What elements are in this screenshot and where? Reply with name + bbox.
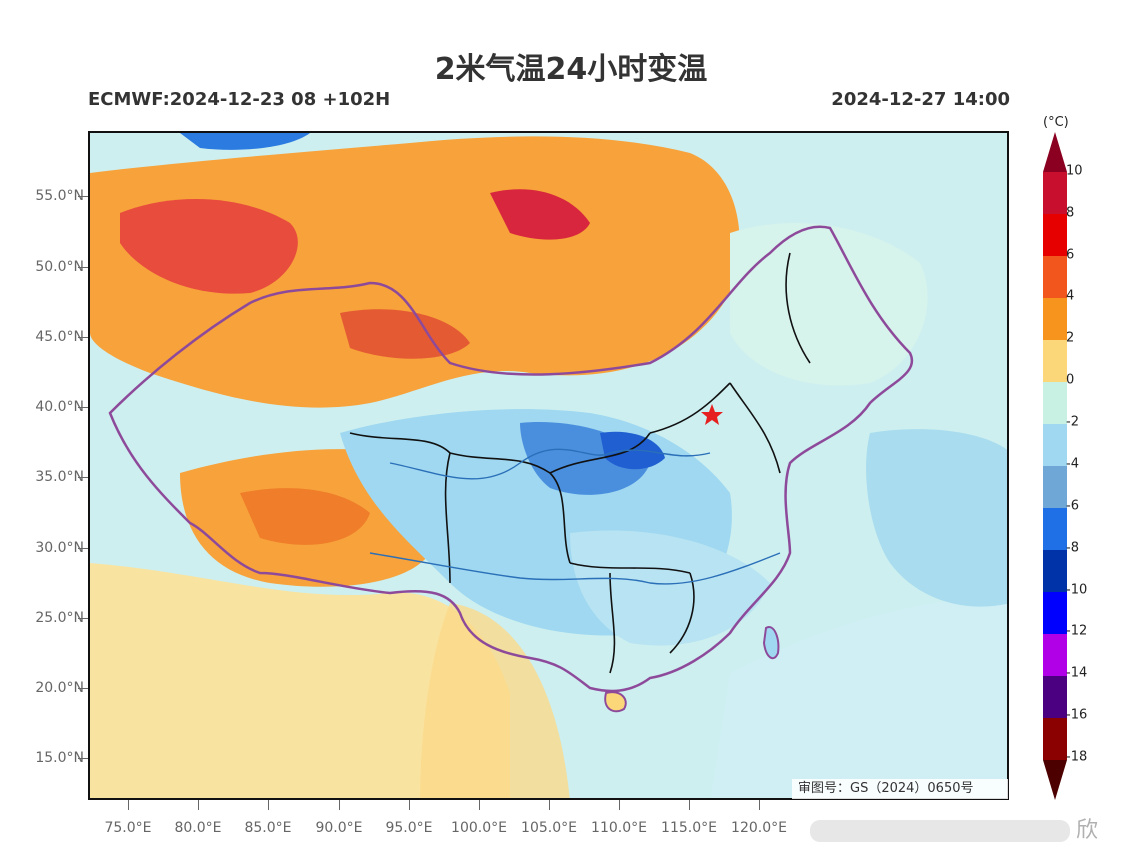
yellow-river [389, 448, 711, 480]
lat-tick [78, 758, 88, 759]
lon-label: 95.0°E [385, 820, 433, 836]
colorbar-segment [1043, 676, 1067, 718]
lon-tick [549, 800, 550, 810]
hainan-island [604, 691, 627, 713]
temperature-change-map [90, 133, 1007, 798]
lon-label: 115.0°E [661, 820, 717, 836]
lon-label: 100.0°E [451, 820, 507, 836]
lon-label: 80.0°E [174, 820, 222, 836]
tibet-hot-core [240, 488, 370, 545]
lon-tick [268, 800, 269, 810]
lat-label: 25.0°N [35, 610, 84, 626]
north-hot-core-2 [490, 189, 590, 240]
lat-tick [78, 548, 88, 549]
colorbar-segment [1043, 508, 1067, 550]
legend-label: 6 [1066, 247, 1075, 263]
east-blue-patch [866, 429, 1007, 607]
south-china-cold [570, 530, 770, 646]
lon-label: 75.0°E [104, 820, 152, 836]
colorbar-segment [1043, 256, 1067, 298]
indochina-region [420, 603, 570, 798]
valid-time-label: 2024-12-27 14:00 [831, 89, 1010, 110]
legend-label: -16 [1066, 707, 1088, 723]
lon-tick [128, 800, 129, 810]
lat-label: 50.0°N [35, 259, 84, 275]
legend-label: -6 [1066, 498, 1079, 514]
watermark-blur [810, 820, 1070, 842]
colorbar-segment [1043, 172, 1067, 214]
taiwan-island [762, 626, 780, 660]
legend-label: -12 [1066, 623, 1088, 639]
legend-unit: (°C) [1043, 115, 1069, 130]
north-warm-region [90, 136, 740, 408]
lon-label: 105.0°E [521, 820, 577, 836]
legend-label: 10 [1066, 163, 1083, 179]
colorbar-top-arrow [1043, 132, 1067, 172]
colorbar-segment [1043, 634, 1067, 676]
lon-tick [409, 800, 410, 810]
map-panel [88, 131, 1009, 800]
lat-label: 35.0°N [35, 469, 84, 485]
legend-label: -14 [1066, 665, 1088, 681]
colorbar-bottom-arrow [1043, 760, 1067, 800]
legend-label: -2 [1066, 414, 1079, 430]
legend-label: -8 [1066, 540, 1079, 556]
lat-label: 45.0°N [35, 329, 84, 345]
lat-label: 55.0°N [35, 188, 84, 204]
lon-label: 90.0°E [315, 820, 363, 836]
legend-label: -10 [1066, 582, 1088, 598]
beijing-star-marker [701, 404, 723, 425]
model-run-label: ECMWF:2024-12-23 08 +102H [88, 89, 391, 110]
colorbar-segment [1043, 340, 1067, 382]
lon-tick [619, 800, 620, 810]
lon-tick [198, 800, 199, 810]
lat-tick [78, 407, 88, 408]
colorbar-segment [1043, 466, 1067, 508]
lon-label: 120.0°E [731, 820, 787, 836]
lat-tick [78, 618, 88, 619]
lat-label: 15.0°N [35, 750, 84, 766]
lat-tick [78, 267, 88, 268]
colorbar-segment [1043, 550, 1067, 592]
legend-label: 2 [1066, 330, 1075, 346]
colorbar-segment [1043, 718, 1067, 760]
lat-label: 30.0°N [35, 540, 84, 556]
province-lines [349, 252, 811, 674]
lat-tick [78, 477, 88, 478]
ocean-light-region [710, 593, 1007, 798]
chart-title: 2米气温24小时变温 [434, 52, 708, 87]
approval-number: 审图号：GS（2024）0650号 [792, 779, 1008, 799]
colorbar-segment [1043, 214, 1067, 256]
lat-label: 40.0°N [35, 399, 84, 415]
northeast-light [730, 223, 928, 386]
lon-tick [479, 800, 480, 810]
north-hot-core-1 [120, 199, 298, 294]
legend-label: 0 [1066, 372, 1075, 388]
china-border [108, 225, 914, 693]
legend-label: 4 [1066, 288, 1075, 304]
lat-tick [78, 196, 88, 197]
colorbar-segment [1043, 424, 1067, 466]
watermark-text: 欣 [1076, 818, 1099, 843]
yangtze-river [369, 552, 781, 585]
colorbar-segment [1043, 382, 1067, 424]
legend-label: -18 [1066, 749, 1088, 765]
south-warm-region [90, 563, 510, 798]
watermark: 欣 [810, 812, 1140, 846]
colorbar-segment [1043, 592, 1067, 634]
lon-tick [759, 800, 760, 810]
north-top-blue [180, 133, 310, 150]
lat-tick [78, 688, 88, 689]
legend-label: -4 [1066, 456, 1079, 472]
lat-tick [78, 337, 88, 338]
legend-colorbar [1043, 132, 1067, 800]
lat-label: 20.0°N [35, 680, 84, 696]
lon-tick [689, 800, 690, 810]
colorbar-segment [1043, 298, 1067, 340]
lon-label: 85.0°E [244, 820, 292, 836]
legend-label: 8 [1066, 205, 1075, 221]
lon-tick [339, 800, 340, 810]
lon-label: 110.0°E [591, 820, 647, 836]
